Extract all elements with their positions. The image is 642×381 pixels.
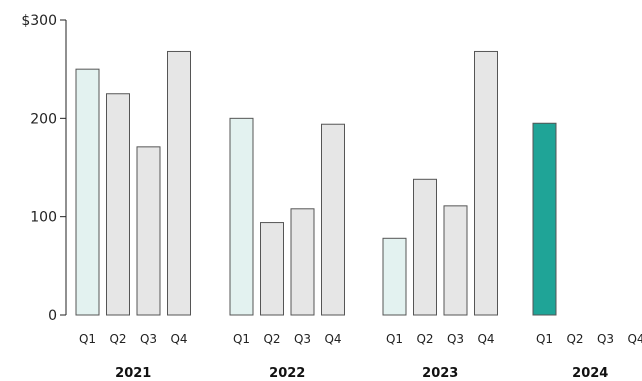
x-category-label: Q3 <box>140 332 157 346</box>
bar-2023-q4 <box>474 50 498 316</box>
x-category-label: Q1 <box>386 332 403 346</box>
bars <box>75 50 557 316</box>
x-category-label: Q4 <box>477 332 494 346</box>
bar-2021-q2 <box>106 93 130 316</box>
x-group-label-2022: 2022 <box>269 366 305 381</box>
bar-2024-q1 <box>532 122 557 316</box>
bar-2022-q3 <box>290 208 315 316</box>
y-tick-label: 100 <box>30 210 57 226</box>
x-category-label: Q2 <box>566 332 583 346</box>
x-category-label: Q1 <box>233 332 250 346</box>
x-category-label: Q1 <box>79 332 96 346</box>
x-category-label: Q4 <box>627 332 642 346</box>
x-category-label: Q3 <box>294 332 311 346</box>
bar-2023-q1 <box>382 237 407 316</box>
bar-2022-q2 <box>260 222 284 316</box>
x-category-label: Q2 <box>109 332 126 346</box>
bar-2021-q1 <box>75 68 100 316</box>
x-category-label: Q3 <box>597 332 614 346</box>
bar-2022-q1 <box>229 117 254 316</box>
y-tick-label: 200 <box>30 111 57 127</box>
y-tick-label: $300 <box>21 13 57 29</box>
x-category-label: Q2 <box>416 332 433 346</box>
x-category-label: Q4 <box>324 332 341 346</box>
x-category-label: Q2 <box>263 332 280 346</box>
bar-2021-q3 <box>136 146 161 316</box>
y-tick-label: 0 <box>48 308 57 324</box>
bar-2023-q2 <box>413 178 437 316</box>
x-group-label-2023: 2023 <box>422 366 458 381</box>
x-category-label: Q4 <box>170 332 187 346</box>
x-axis-labels: Q1 Q2 Q3 Q4 2021 Q1 Q2 Q3 Q4 2022 Q1 Q2 Q3 Q4 2023 Q1 Q2… <box>79 332 642 381</box>
y-axis: 0 100 200 $300 <box>21 13 67 324</box>
x-category-label: Q1 <box>536 332 553 346</box>
bar-2021-q4 <box>167 50 191 316</box>
x-category-label: Q3 <box>447 332 464 346</box>
x-group-label-2024: 2024 <box>572 366 608 381</box>
bar-2023-q3 <box>443 205 468 316</box>
x-group-label-2021: 2021 <box>115 366 151 381</box>
bar-2022-q4 <box>321 123 345 316</box>
